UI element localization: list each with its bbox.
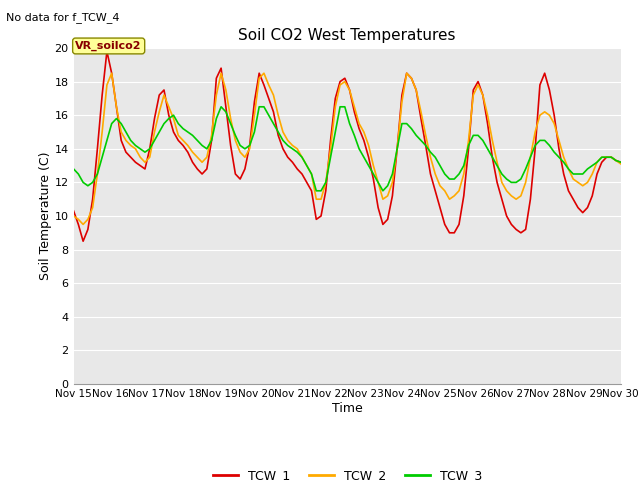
TCW_1 bbox=[584, 204, 591, 210]
TCW_2 bbox=[536, 112, 544, 118]
TCW_2 bbox=[445, 196, 453, 202]
TCW_3 bbox=[617, 159, 625, 165]
TCW_1 bbox=[522, 227, 529, 232]
TCW_2 bbox=[617, 161, 625, 167]
TCW_1 bbox=[79, 238, 87, 244]
Line: TCW_2: TCW_2 bbox=[74, 73, 621, 224]
Y-axis label: Soil Temperature (C): Soil Temperature (C) bbox=[39, 152, 52, 280]
TCW_2 bbox=[79, 221, 87, 227]
Line: TCW_1: TCW_1 bbox=[74, 51, 621, 241]
Title: Soil CO2 West Temperatures: Soil CO2 West Temperatures bbox=[239, 28, 456, 43]
TCW_1 bbox=[265, 96, 273, 101]
TCW_1 bbox=[536, 82, 544, 88]
TCW_3 bbox=[70, 166, 77, 172]
TCW_2 bbox=[108, 70, 115, 76]
TCW_3 bbox=[412, 132, 420, 138]
TCW_2 bbox=[265, 82, 273, 88]
Text: No data for f_TCW_4: No data for f_TCW_4 bbox=[6, 12, 120, 23]
TCW_2 bbox=[70, 213, 77, 219]
TCW_2 bbox=[522, 180, 529, 185]
TCW_3 bbox=[522, 166, 529, 172]
TCW_1 bbox=[617, 159, 625, 165]
Line: TCW_3: TCW_3 bbox=[74, 107, 621, 191]
TCW_2 bbox=[584, 180, 591, 185]
TCW_2 bbox=[412, 87, 420, 93]
X-axis label: Time: Time bbox=[332, 402, 363, 415]
TCW_1 bbox=[103, 48, 111, 54]
TCW_3 bbox=[217, 104, 225, 109]
TCW_3 bbox=[445, 176, 453, 182]
TCW_1 bbox=[445, 230, 453, 236]
TCW_3 bbox=[312, 188, 320, 193]
TCW_3 bbox=[536, 137, 544, 143]
TCW_3 bbox=[260, 104, 268, 109]
TCW_3 bbox=[584, 166, 591, 172]
TCW_1 bbox=[70, 208, 77, 214]
Text: VR_soilco2: VR_soilco2 bbox=[76, 41, 142, 51]
Legend: TCW_1, TCW_2, TCW_3: TCW_1, TCW_2, TCW_3 bbox=[207, 464, 487, 480]
TCW_1 bbox=[412, 87, 420, 93]
